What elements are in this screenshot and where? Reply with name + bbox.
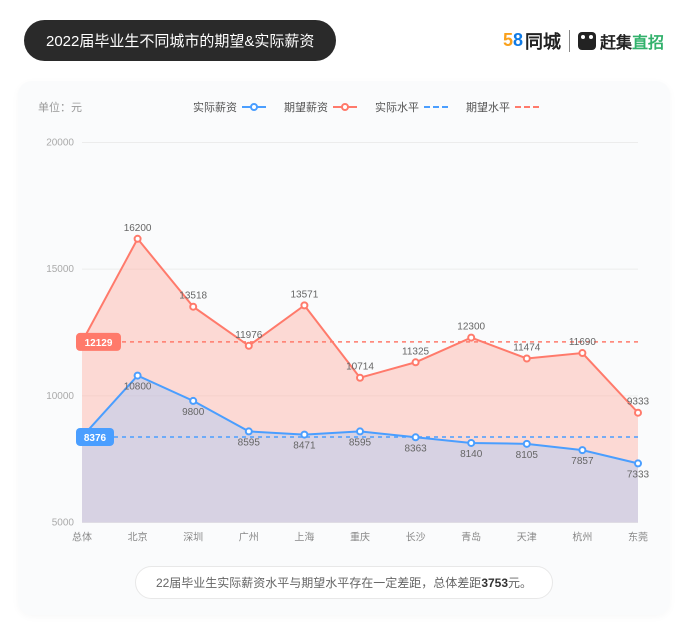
svg-text:11474: 11474 <box>513 342 541 353</box>
legend-expected-avg-label: 期望水平 <box>466 99 510 115</box>
svg-text:15000: 15000 <box>46 264 74 275</box>
footer-prefix: 22届毕业生实际薪资水平与期望水平存在一定差距，总体差距 <box>156 576 481 590</box>
svg-text:7333: 7333 <box>627 469 650 480</box>
legend-actual-avg-label: 实际水平 <box>375 99 419 115</box>
svg-text:8595: 8595 <box>238 437 261 448</box>
legend: 实际薪资 期望薪资 实际水平 期望水平 <box>193 99 539 115</box>
page-title: 2022届毕业生不同城市的期望&实际薪资 <box>24 20 336 61</box>
svg-text:广州: 广州 <box>239 532 259 544</box>
svg-text:11325: 11325 <box>402 346 430 357</box>
footer-gap-value: 3753 <box>481 576 508 590</box>
chart-area: 5000 10000 15000 20000 16200 13518 11976 13571 1… <box>38 121 650 556</box>
chart-card: 单位：元 实际薪资 期望薪资 实际水平 期望水平 <box>18 81 670 615</box>
legend-actual-avg-icon <box>424 106 448 108</box>
svg-text:8105: 8105 <box>516 450 539 461</box>
chart-svg: 5000 10000 15000 20000 16200 13518 11976 13571 1… <box>38 121 650 556</box>
svg-text:9333: 9333 <box>627 397 650 408</box>
logo-58: 58同城 <box>503 28 561 54</box>
svg-text:10800: 10800 <box>124 382 152 393</box>
logo-58-8: 8 <box>513 30 523 51</box>
legend-expected-avg: 期望水平 <box>466 99 539 115</box>
page: 2022届毕业生不同城市的期望&实际薪资 58同城 赶集直招 单位：元 实际薪资 <box>0 0 688 633</box>
svg-text:7857: 7857 <box>571 456 594 467</box>
svg-text:10714: 10714 <box>346 362 374 373</box>
svg-text:杭州: 杭州 <box>572 531 592 544</box>
svg-text:天津: 天津 <box>517 532 537 544</box>
legend-expected-avg-icon <box>515 106 539 108</box>
logo-divider <box>569 30 570 52</box>
svg-text:长沙: 长沙 <box>406 532 426 544</box>
svg-text:东莞: 东莞 <box>628 531 648 544</box>
footer-note: 22届毕业生实际薪资水平与期望水平存在一定差距，总体差距3753元。 <box>135 566 553 599</box>
legend-expected: 期望薪资 <box>284 99 357 115</box>
svg-text:12129: 12129 <box>85 338 113 349</box>
logo-group: 58同城 赶集直招 <box>503 28 664 54</box>
legend-actual-avg: 实际水平 <box>375 99 448 115</box>
unit-and-legend: 单位：元 实际薪资 期望薪资 实际水平 期望水平 <box>38 99 650 115</box>
footer-suffix: 元。 <box>508 576 532 590</box>
svg-text:深圳: 深圳 <box>183 532 203 544</box>
logo-ganji: 赶集直招 <box>578 29 664 53</box>
svg-text:8471: 8471 <box>293 441 316 452</box>
logo-58-tc: 同城 <box>525 28 561 54</box>
logo-ganji-text-1: 赶集 <box>600 29 632 53</box>
header: 2022届毕业生不同城市的期望&实际薪资 58同城 赶集直招 <box>0 0 688 73</box>
logo-ganji-icon <box>578 32 596 50</box>
legend-expected-label: 期望薪资 <box>284 99 328 115</box>
logo-58-5: 5 <box>503 30 513 51</box>
svg-text:重庆: 重庆 <box>350 531 370 544</box>
legend-actual-icon <box>242 106 266 108</box>
svg-text:11690: 11690 <box>569 337 597 348</box>
logo-ganji-text: 赶集直招 <box>600 29 664 53</box>
svg-text:8140: 8140 <box>460 449 483 460</box>
legend-expected-icon <box>333 106 357 108</box>
svg-text:8376: 8376 <box>84 433 107 444</box>
svg-text:9800: 9800 <box>182 407 205 418</box>
svg-text:8595: 8595 <box>349 437 372 448</box>
svg-text:10000: 10000 <box>46 391 74 402</box>
svg-text:北京: 北京 <box>128 531 148 544</box>
svg-text:上海: 上海 <box>294 531 314 544</box>
legend-actual: 实际薪资 <box>193 99 266 115</box>
svg-text:8363: 8363 <box>404 443 427 454</box>
svg-text:13571: 13571 <box>290 289 318 300</box>
svg-text:11976: 11976 <box>235 330 263 341</box>
legend-actual-label: 实际薪资 <box>193 99 237 115</box>
svg-text:总体: 总体 <box>72 531 92 544</box>
svg-text:5000: 5000 <box>52 518 75 529</box>
svg-text:16200: 16200 <box>124 223 152 234</box>
unit-label: 单位：元 <box>38 99 82 115</box>
svg-text:13518: 13518 <box>179 291 207 302</box>
logo-ganji-text-2: 直招 <box>632 29 664 53</box>
svg-text:20000: 20000 <box>46 138 74 149</box>
svg-text:12300: 12300 <box>457 322 485 333</box>
svg-text:青岛: 青岛 <box>461 531 481 544</box>
